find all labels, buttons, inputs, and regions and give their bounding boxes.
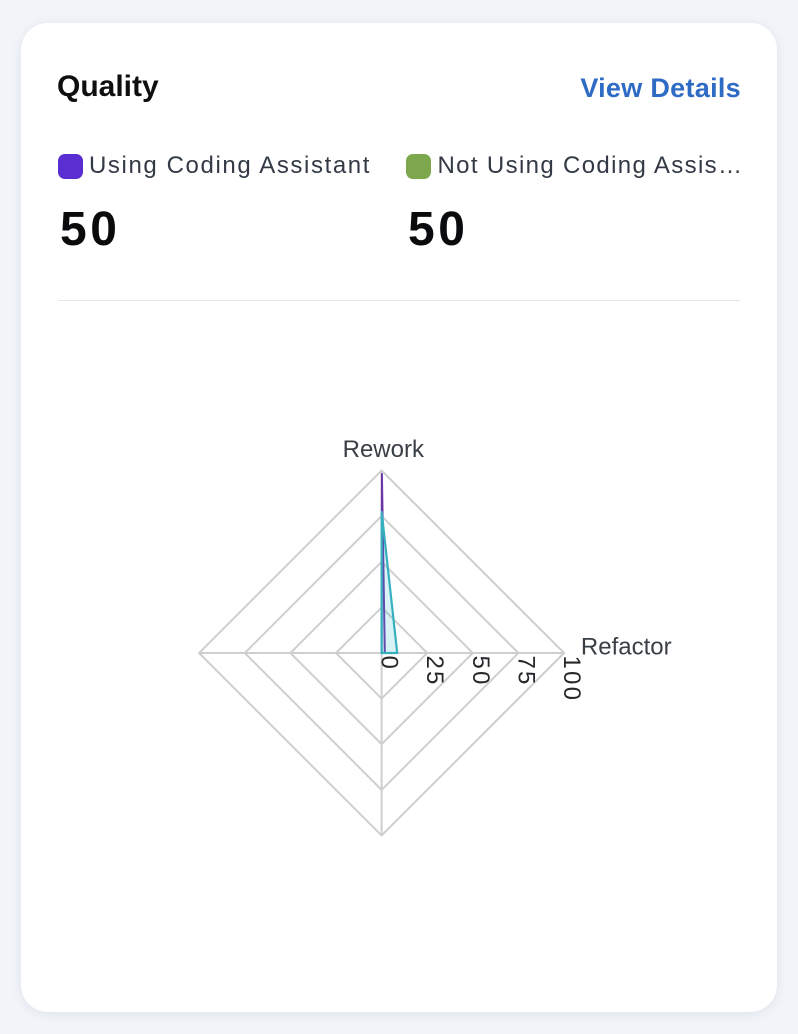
svg-text:50: 50 — [467, 656, 494, 687]
svg-text:75: 75 — [512, 656, 539, 687]
svg-text:0: 0 — [376, 656, 403, 672]
svg-text:Rework: Rework — [343, 436, 425, 463]
svg-text:25: 25 — [421, 656, 448, 687]
svg-text:100: 100 — [558, 656, 585, 703]
svg-text:Refactor: Refactor — [581, 633, 672, 660]
